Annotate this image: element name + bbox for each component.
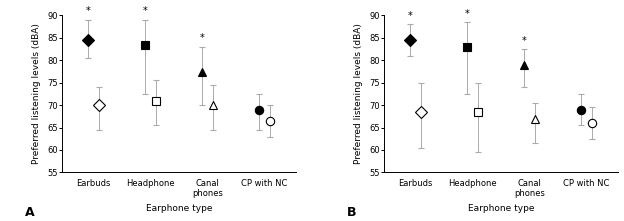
Text: *: * bbox=[85, 6, 90, 16]
Text: *: * bbox=[142, 6, 147, 16]
X-axis label: Earphone type: Earphone type bbox=[468, 204, 534, 213]
X-axis label: Earphone type: Earphone type bbox=[146, 204, 212, 213]
Text: *: * bbox=[407, 11, 412, 21]
Text: *: * bbox=[200, 33, 204, 43]
Text: A: A bbox=[25, 206, 35, 219]
Y-axis label: Preferred listening levels (dBA): Preferred listening levels (dBA) bbox=[32, 23, 41, 164]
Y-axis label: Preferred listening levels (dBA): Preferred listening levels (dBA) bbox=[354, 23, 363, 164]
Text: *: * bbox=[464, 9, 469, 19]
Text: B: B bbox=[347, 206, 356, 219]
Text: *: * bbox=[522, 36, 526, 46]
